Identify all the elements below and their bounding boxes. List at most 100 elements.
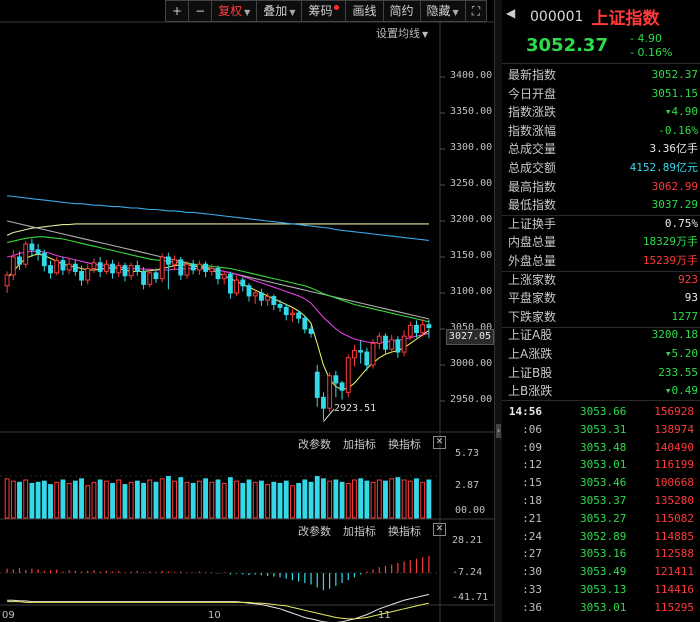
tick-time: :33 xyxy=(522,583,542,596)
volume-bar xyxy=(4,478,10,519)
stat-label: 总成交量 xyxy=(508,142,557,157)
candle-body xyxy=(333,375,339,384)
volume-bar xyxy=(165,476,171,519)
candle-body xyxy=(246,285,252,297)
back-arrow-icon[interactable]: ◀ xyxy=(506,6,516,20)
price-tick-label: 3000.00 xyxy=(450,358,493,369)
volume-panel-header: 改参数 加指标 换指标 ✕ xyxy=(298,436,446,452)
candle-body xyxy=(376,335,382,344)
price-tick-label: 3300.00 xyxy=(450,142,493,153)
ma-settings-label: 设置均线 xyxy=(376,27,420,40)
candle-body xyxy=(85,268,91,281)
chip-distribution-button[interactable]: 筹码 xyxy=(301,0,347,22)
stat-value: 3037.29 xyxy=(651,198,698,212)
volume-bar xyxy=(271,481,277,519)
stat-value: 15239万手 xyxy=(642,254,698,267)
macd-tick-label: 28.21 xyxy=(452,535,483,546)
stat-row: 上A涨跌 ▾5.20 xyxy=(508,345,698,363)
overlay-dropdown[interactable]: 叠加 ▼ xyxy=(256,0,303,22)
tick-price: 3053.49 xyxy=(580,565,627,579)
tick-price: 3053.01 xyxy=(580,458,627,472)
candle-body xyxy=(72,263,78,272)
close-icon[interactable]: ✕ xyxy=(433,523,446,536)
candle-body xyxy=(227,273,233,294)
volume-bar xyxy=(97,479,103,519)
stat-value: 3.36亿手 xyxy=(649,142,699,156)
candle-body xyxy=(221,273,227,280)
volume-bar xyxy=(85,485,91,519)
simple-mode-button[interactable]: 简约 xyxy=(382,0,421,22)
collapse-arrow-icon[interactable]: › xyxy=(496,424,501,438)
candle-body xyxy=(215,268,221,280)
stock-code: 000001 xyxy=(530,8,584,25)
add-indicator-link[interactable]: 加指标 xyxy=(343,525,376,538)
add-indicator-link[interactable]: 加指标 xyxy=(343,438,376,451)
hide-dropdown[interactable]: 隐藏 ▼ xyxy=(419,0,466,22)
zoom-in-button[interactable]: + xyxy=(165,0,190,22)
close-icon[interactable]: ✕ xyxy=(433,436,446,449)
volume-bar xyxy=(178,477,184,519)
expand-icon[interactable]: ⛶ xyxy=(464,0,488,22)
volume-bar xyxy=(128,481,134,519)
price-change-pct: - 0.16% xyxy=(630,46,673,59)
chevron-down-icon: ▼ xyxy=(452,8,459,17)
x-axis-label: 10 xyxy=(208,610,221,621)
stat-value: 923 xyxy=(678,272,698,286)
volume-bar xyxy=(153,481,159,519)
change-params-link[interactable]: 改参数 xyxy=(298,525,331,538)
switch-indicator-link[interactable]: 换指标 xyxy=(388,525,421,538)
notification-dot-icon xyxy=(334,5,340,10)
macd-dif-line xyxy=(7,593,430,622)
price-tick-label: 3150.00 xyxy=(450,250,493,261)
candle-body xyxy=(383,335,388,350)
ma-settings-link[interactable]: 设置均线 ▼ xyxy=(376,25,428,41)
stat-row: 外盘总量 15239万手 xyxy=(508,252,698,270)
change-params-link[interactable]: 改参数 xyxy=(298,438,331,451)
tick-row: :21 3053.27 115082 xyxy=(508,510,698,527)
volume-bar xyxy=(134,480,140,519)
volume-tick-label: 2.87 xyxy=(455,480,480,491)
tick-time: 14:56 xyxy=(508,405,542,418)
volume-bar xyxy=(327,480,333,519)
draw-line-button[interactable]: 画线 xyxy=(345,0,384,22)
chevron-down-icon: ▼ xyxy=(289,8,296,17)
stat-label: 总成交额 xyxy=(508,161,557,175)
volume-bar xyxy=(283,480,289,519)
tick-volume: 138974 xyxy=(654,422,694,436)
volume-tick-label: 00.00 xyxy=(455,505,486,516)
stat-row: 总成交额 4152.89亿元 xyxy=(508,159,698,177)
volume-bar xyxy=(302,479,308,519)
x-axis-label: 11 xyxy=(378,610,391,621)
price-change-block: - 4.90 - 0.16% xyxy=(630,32,672,60)
candle-body xyxy=(79,270,84,281)
volume-tick-label: 5.73 xyxy=(455,448,480,459)
stat-label: 上B涨跌 xyxy=(508,384,553,399)
candle-body xyxy=(178,259,184,276)
stat-label: 上证B股 xyxy=(508,365,553,380)
switch-indicator-link[interactable]: 换指标 xyxy=(388,438,421,451)
volume-bar xyxy=(265,484,271,519)
volume-bar xyxy=(246,479,252,519)
candle-body xyxy=(277,304,283,308)
tick-time: :09 xyxy=(522,440,542,454)
moving-average-line xyxy=(6,223,429,236)
kline-chart-area[interactable]: + − 复权 ▼ 叠加 ▼ 筹码 画线 简约 隐藏 ▼ ⛶ 设置均线 ▼ 3400.00… xyxy=(0,0,494,622)
volume-bar xyxy=(29,482,35,519)
volume-bar xyxy=(66,482,72,519)
stat-row: 上B涨跌 ▾0.49 xyxy=(508,382,698,400)
stat-value: 0.75% xyxy=(664,216,698,230)
candle-body xyxy=(339,382,345,391)
volume-bar xyxy=(91,481,97,519)
adjust-price-dropdown[interactable]: 复权 ▼ xyxy=(211,0,258,22)
stat-label: 最低指数 xyxy=(508,198,557,213)
kline-chart-svg[interactable] xyxy=(0,0,494,622)
tick-row: :09 3053.48 140490 xyxy=(508,439,698,456)
hide-label: 隐藏 xyxy=(426,4,451,18)
zoom-out-button[interactable]: − xyxy=(188,0,213,22)
tick-row: :15 3053.46 100668 xyxy=(508,474,698,491)
tick-row: :36 3053.01 115295 xyxy=(508,599,698,616)
stat-value: 3051.15 xyxy=(651,86,698,100)
stat-value: ▾5.20 xyxy=(664,347,698,360)
volume-bar xyxy=(215,479,221,519)
stat-row: 最高指数 3062.99 xyxy=(508,178,698,196)
